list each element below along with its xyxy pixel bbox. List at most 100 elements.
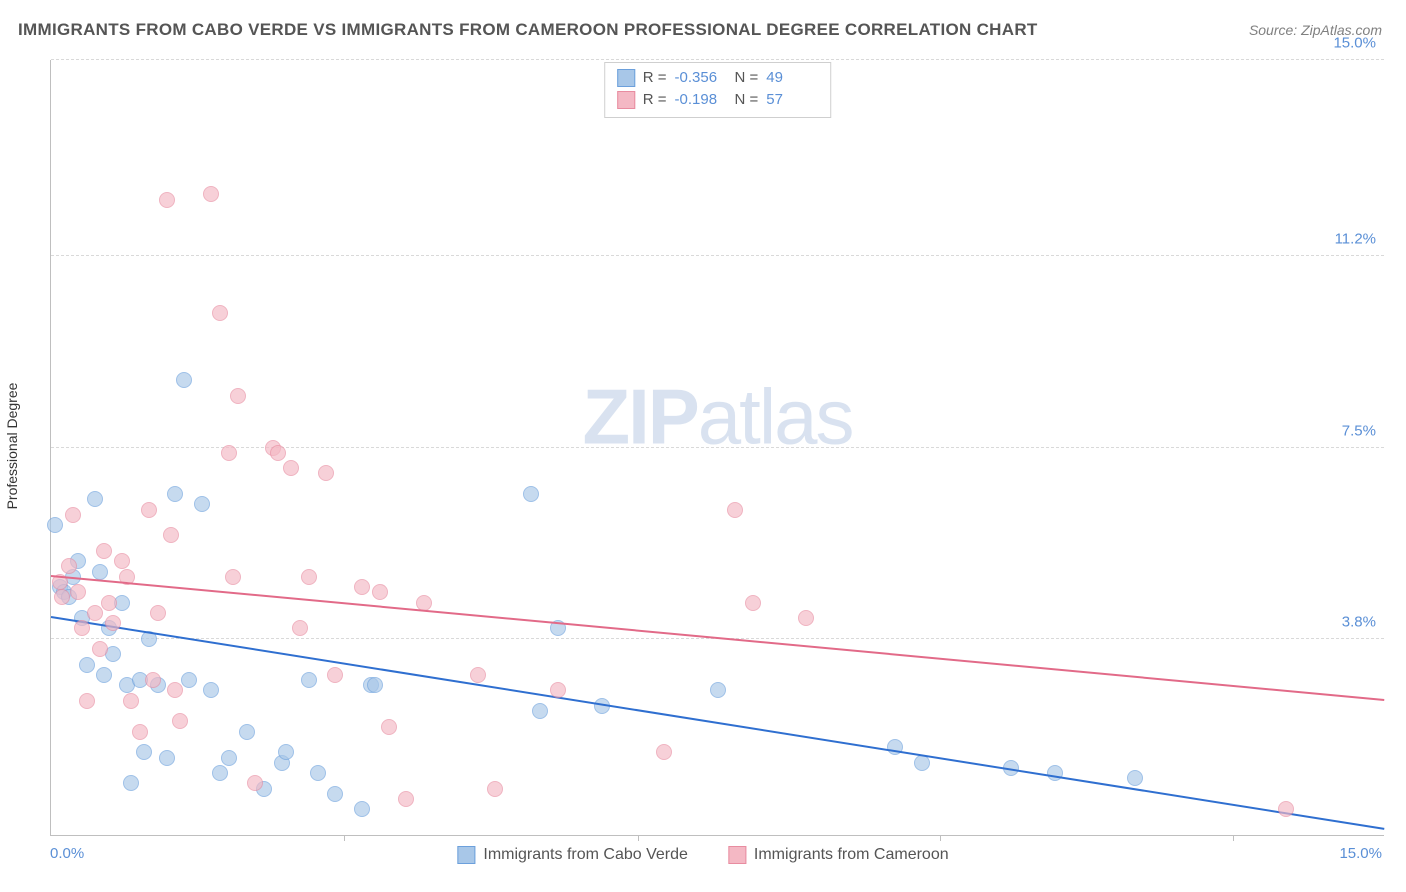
scatter-point [532, 703, 548, 719]
x-tick [344, 835, 345, 841]
stats-row: R = -0.198 N = 57 [617, 89, 819, 111]
scatter-point [96, 667, 112, 683]
scatter-point [101, 595, 117, 611]
correlation-stats-box: R = -0.356 N = 49 R = -0.198 N = 57 [604, 62, 832, 118]
n-value: 57 [766, 89, 818, 111]
scatter-point [487, 781, 503, 797]
scatter-point [92, 641, 108, 657]
scatter-point [239, 724, 255, 740]
y-tick-label: 11.2% [1335, 231, 1376, 248]
scatter-point [327, 667, 343, 683]
scatter-point [159, 192, 175, 208]
scatter-point [145, 672, 161, 688]
scatter-point [61, 558, 77, 574]
legend-label: Immigrants from Cameroon [754, 846, 949, 864]
scatter-point [194, 496, 210, 512]
scatter-point [65, 507, 81, 523]
scatter-point [354, 579, 370, 595]
x-tick [940, 835, 941, 841]
r-label: R = [643, 67, 667, 89]
scatter-point [114, 553, 130, 569]
scatter-point [798, 610, 814, 626]
x-axis-origin-label: 0.0% [50, 845, 84, 862]
scatter-point [225, 569, 241, 585]
scatter-point [1278, 801, 1294, 817]
r-value: -0.356 [675, 67, 727, 89]
gridline [51, 255, 1384, 256]
scatter-point [416, 595, 432, 611]
scatter-plot-area: ZIPatlas R = -0.356 N = 49 R = -0.198 N = 57 3.… [50, 60, 1384, 836]
legend-swatch [728, 846, 746, 864]
scatter-point [1127, 770, 1143, 786]
scatter-point [172, 713, 188, 729]
scatter-point [163, 527, 179, 543]
n-label: N = [735, 67, 759, 89]
scatter-point [181, 672, 197, 688]
scatter-point [398, 791, 414, 807]
scatter-point [301, 672, 317, 688]
scatter-point [367, 677, 383, 693]
scatter-point [87, 605, 103, 621]
scatter-point [230, 388, 246, 404]
scatter-point [292, 620, 308, 636]
gridline [51, 59, 1384, 60]
legend-swatch [457, 846, 475, 864]
scatter-point [141, 502, 157, 518]
scatter-point [381, 719, 397, 735]
watermark: ZIPatlas [582, 371, 852, 462]
scatter-point [372, 584, 388, 600]
scatter-point [301, 569, 317, 585]
scatter-point [123, 693, 139, 709]
chart-title: IMMIGRANTS FROM CABO VERDE VS IMMIGRANTS… [18, 20, 1038, 40]
scatter-point [203, 682, 219, 698]
n-label: N = [735, 89, 759, 111]
scatter-point [710, 682, 726, 698]
scatter-point [105, 615, 121, 631]
legend-label: Immigrants from Cabo Verde [483, 846, 688, 864]
n-value: 49 [766, 67, 818, 89]
gridline [51, 447, 1384, 448]
scatter-point [278, 744, 294, 760]
scatter-point [247, 775, 263, 791]
scatter-point [96, 543, 112, 559]
legend-item: Immigrants from Cameroon [728, 846, 949, 864]
scatter-point [47, 517, 63, 533]
scatter-point [92, 564, 108, 580]
scatter-point [318, 465, 334, 481]
y-tick-label: 15.0% [1333, 35, 1376, 52]
legend-swatch [617, 69, 635, 87]
scatter-point [727, 502, 743, 518]
series-legend: Immigrants from Cabo Verde Immigrants fro… [457, 846, 948, 864]
scatter-point [523, 486, 539, 502]
y-tick-label: 3.8% [1342, 613, 1376, 630]
scatter-point [150, 605, 166, 621]
scatter-point [270, 445, 286, 461]
x-tick [1233, 835, 1234, 841]
scatter-point [550, 682, 566, 698]
scatter-point [79, 657, 95, 673]
scatter-point [221, 750, 237, 766]
scatter-point [74, 620, 90, 636]
scatter-point [470, 667, 486, 683]
scatter-point [745, 595, 761, 611]
scatter-point [123, 775, 139, 791]
y-axis-label: Professional Degree [4, 383, 20, 510]
scatter-point [54, 589, 70, 605]
scatter-point [87, 491, 103, 507]
scatter-point [221, 445, 237, 461]
y-tick-label: 7.5% [1342, 422, 1376, 439]
r-value: -0.198 [675, 89, 727, 111]
scatter-point [70, 584, 86, 600]
scatter-point [167, 682, 183, 698]
scatter-point [310, 765, 326, 781]
stats-row: R = -0.356 N = 49 [617, 67, 819, 89]
scatter-point [656, 744, 672, 760]
scatter-point [132, 724, 148, 740]
r-label: R = [643, 89, 667, 111]
trend-line [51, 616, 1384, 830]
legend-item: Immigrants from Cabo Verde [457, 846, 688, 864]
x-axis-max-label: 15.0% [1339, 845, 1382, 862]
scatter-point [79, 693, 95, 709]
scatter-point [176, 372, 192, 388]
legend-swatch [617, 91, 635, 109]
